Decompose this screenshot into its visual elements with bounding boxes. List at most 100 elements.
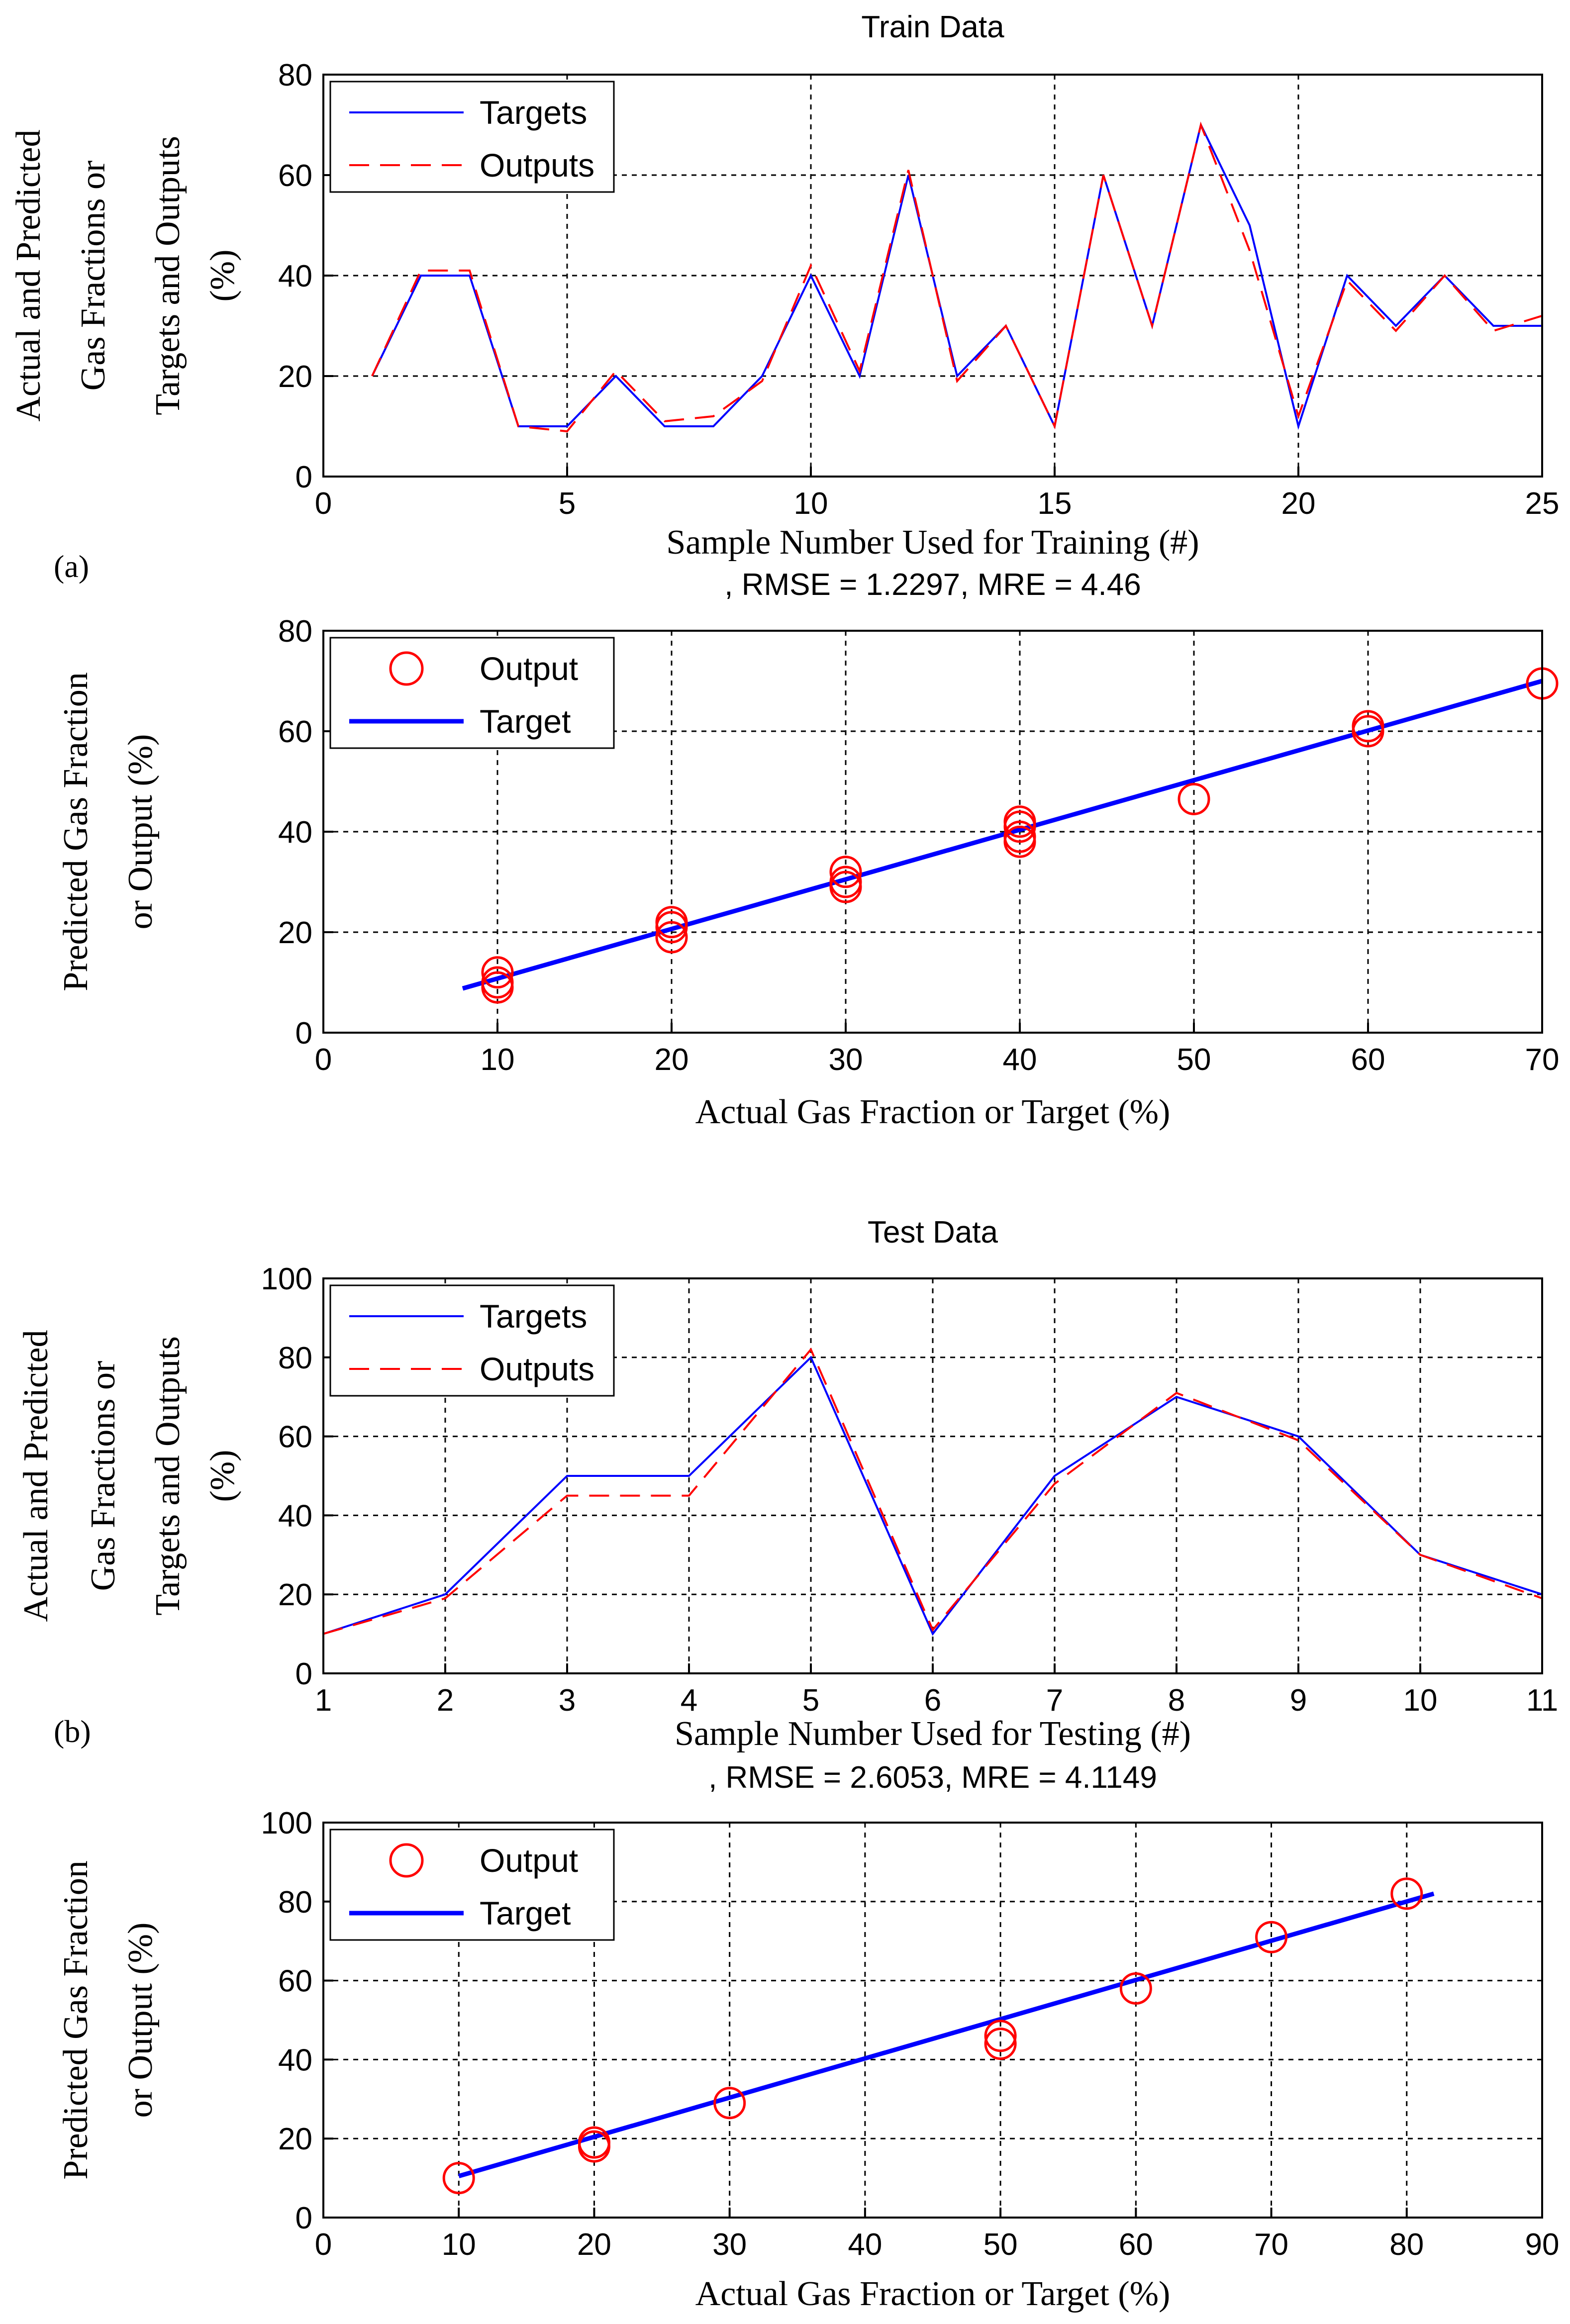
x-tick-label: 50 [983, 2227, 1018, 2262]
legend-box [329, 637, 615, 749]
x-tick-label: 8 [1168, 1683, 1185, 1718]
x-tick-label: 4 [681, 1683, 697, 1718]
y-tick-label: 80 [278, 1341, 312, 1375]
x-tick-label: 60 [1351, 1043, 1385, 1077]
metrics-label: , RMSE = 1.2297, MRE = 4.46 [724, 568, 1141, 602]
legend-swatch-output [389, 651, 424, 686]
x-tick-label: 90 [1525, 2227, 1560, 2262]
x-tick-label: 0 [315, 486, 332, 521]
x-tick-label: 50 [1177, 1043, 1211, 1077]
output-point [1352, 715, 1384, 748]
y-axis-label-line: Predicted Gas Fraction [57, 1860, 95, 2179]
y-tick-label: 40 [278, 815, 312, 850]
legend-label-outputs: Outputs [480, 147, 594, 184]
output-point [713, 2087, 746, 2120]
x-tick-label: 0 [315, 2227, 332, 2262]
legend-label-targets: Targets [480, 1298, 587, 1335]
x-tick-label: 10 [794, 486, 828, 521]
test-scatter-chart: 0 10 20 30 40 50 60 70 80 90 0 20 40 60 80 100 Output Tar… [57, 1760, 1559, 2313]
x-tick-label: 1 [315, 1683, 332, 1718]
target-line [458, 1891, 1435, 2178]
legend-box [329, 81, 615, 193]
x-tick-label: 20 [1281, 486, 1316, 521]
x-tick-label: 70 [1254, 2227, 1288, 2262]
y-tick-label: 20 [278, 916, 312, 950]
output-point [655, 911, 688, 944]
output-point [984, 2028, 1017, 2060]
x-axis-label: Sample Number Used for Training (#) [666, 523, 1199, 562]
x-tick-label: 20 [655, 1043, 689, 1077]
plot-frame [322, 74, 1543, 478]
y-tick-label: 60 [278, 1964, 312, 1999]
legend: Targets Outputs [329, 1284, 615, 1397]
x-tick-label: 15 [1038, 486, 1072, 521]
y-tick-label: 20 [278, 360, 312, 394]
output-point [1003, 810, 1036, 843]
x-tick-label: 2 [437, 1683, 454, 1718]
x-tick-label: 10 [442, 2227, 476, 2262]
y-axis-label-line: Gas Fractions or [84, 1361, 122, 1591]
series-line-outputs [371, 121, 1543, 433]
train-line-chart: 0 5 10 15 20 25 0 20 40 60 80 Targets Outputs Train D… [9, 10, 1559, 562]
y-tick-label: 80 [278, 1885, 312, 1920]
plot-frame [322, 630, 1543, 1034]
x-tick-label: 25 [1525, 486, 1560, 521]
x-tick-label: 11 [1526, 1683, 1558, 1718]
output-point [984, 2020, 1017, 2052]
legend-label-target: Target [480, 1895, 571, 1932]
x-axis-label: Actual Gas Fraction or Target (%) [695, 1093, 1171, 1131]
y-tick-label: 0 [295, 2201, 312, 2235]
plot-frame [322, 1277, 1543, 1674]
train-scatter-chart: 0 10 20 30 40 50 60 70 0 20 40 60 80 Output Target , RM… [57, 568, 1559, 1131]
x-tick-label: 10 [481, 1043, 515, 1077]
y-tick-label: 0 [295, 1657, 312, 1691]
y-axis-label-line: Actual and Predicted [17, 1330, 55, 1622]
y-tick-label: 60 [278, 1420, 312, 1454]
y-tick-label: 100 [261, 1262, 312, 1296]
y-tick-label: 80 [278, 58, 312, 93]
y-axis-label-line: Actual and Predicted [9, 129, 48, 421]
metrics-label: , RMSE = 2.6053, MRE = 4.1149 [708, 1760, 1157, 1795]
x-tick-label: 6 [924, 1683, 941, 1718]
y-tick-label: 20 [278, 1578, 312, 1612]
x-tick-label: 60 [1119, 2227, 1153, 2262]
x-axis-label: Actual Gas Fraction or Target (%) [695, 2275, 1171, 2313]
legend-box [329, 1284, 615, 1397]
y-tick-label: 100 [261, 1806, 312, 1840]
y-tick-label: 0 [295, 1016, 312, 1051]
y-tick-label: 60 [278, 159, 312, 193]
x-tick-label: 7 [1046, 1683, 1063, 1718]
x-tick-label: 20 [577, 2227, 611, 2262]
x-tick-label: 9 [1290, 1683, 1307, 1718]
output-point [1390, 1877, 1423, 1910]
series-line-targets [371, 122, 1542, 430]
output-point [829, 856, 862, 888]
x-tick-label: 30 [712, 2227, 747, 2262]
legend-label-outputs: Outputs [480, 1351, 594, 1387]
x-tick-label: 5 [559, 486, 576, 521]
x-tick-label: 30 [829, 1043, 863, 1077]
x-tick-label: 80 [1389, 2227, 1424, 2262]
output-point [1003, 825, 1036, 858]
y-tick-label: 40 [278, 259, 312, 293]
test-line-chart: 1 2 3 4 5 6 7 8 9 10 11020406080100TargetsOutputsT… [17, 1215, 1558, 1753]
legend-label-output: Output [480, 650, 578, 687]
y-axis-label-line: Predicted Gas Fraction [57, 672, 95, 991]
x-tick-label: 40 [1003, 1043, 1037, 1077]
output-point [1119, 1972, 1152, 2005]
chart-title: Train Data [861, 10, 1004, 44]
series-line-outputs [323, 1348, 1543, 1635]
output-point [1255, 1921, 1288, 1953]
y-axis-label-line: or Output (%) [121, 1923, 160, 2118]
output-point [578, 2130, 610, 2163]
x-tick-label: 70 [1525, 1043, 1560, 1077]
legend-label-targets: Targets [480, 94, 587, 131]
y-tick-label: 40 [278, 1499, 312, 1533]
legend-swatch-output [389, 1843, 424, 1878]
y-axis-label-line: Targets and Outputs [149, 136, 187, 415]
legend-label-target: Target [480, 703, 571, 740]
y-tick-label: 40 [278, 2043, 312, 2077]
y-tick-label: 60 [278, 715, 312, 749]
target-line [462, 678, 1543, 991]
x-axis-label: Sample Number Used for Testing (#) [675, 1715, 1191, 1753]
